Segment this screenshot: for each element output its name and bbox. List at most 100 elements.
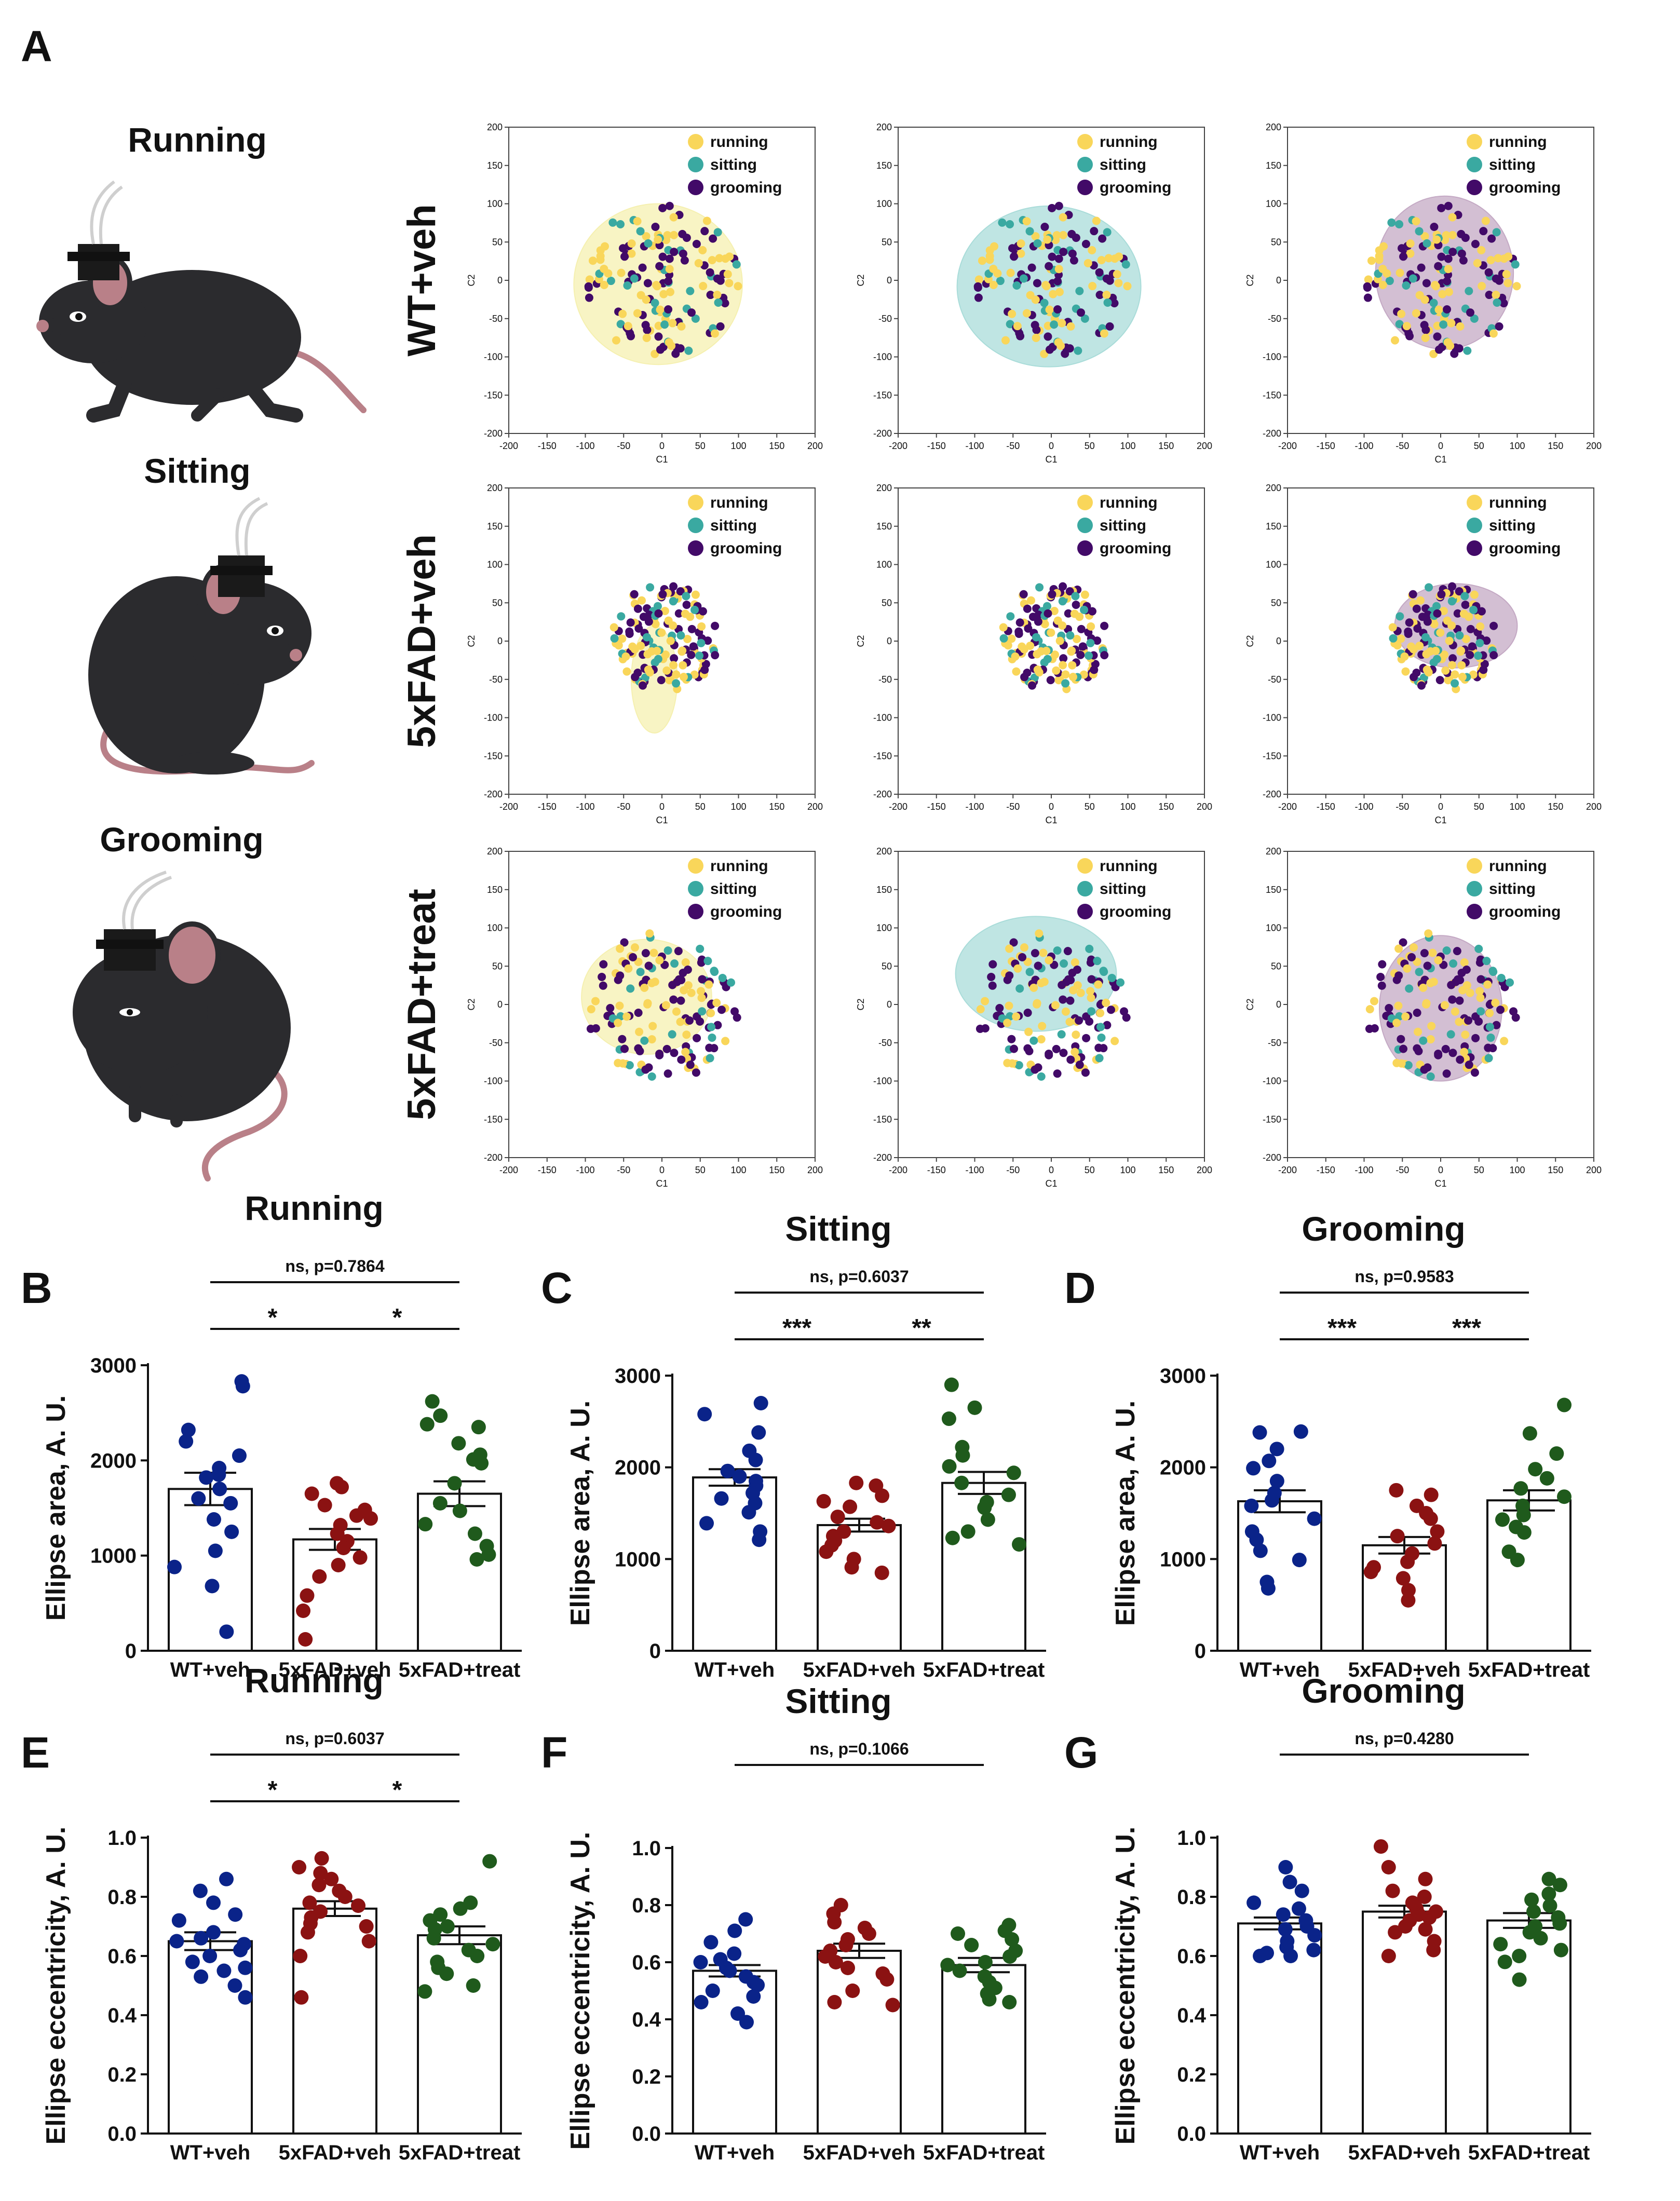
x-tick-label: 150 <box>1548 441 1563 451</box>
chart-title: Sitting <box>785 1682 891 1720</box>
data-point <box>977 1500 992 1515</box>
scatter-point <box>1039 948 1048 957</box>
y-tick-label: 100 <box>1266 923 1281 933</box>
scatter-point <box>1019 274 1028 283</box>
scatter-point <box>1075 287 1084 295</box>
y-tick-label: 50 <box>492 597 503 608</box>
y-tick-label: -100 <box>873 352 892 362</box>
scatter-point <box>1066 1055 1075 1064</box>
scatter-point <box>1012 281 1021 290</box>
scatter-point <box>1088 607 1096 616</box>
behavior-title-grooming: Grooming <box>100 820 263 859</box>
y-tick-label: -150 <box>873 390 892 400</box>
scatter-point <box>999 623 1008 632</box>
significance-label: *** <box>1327 1314 1357 1342</box>
scatter-point <box>1455 587 1464 596</box>
scatter-point <box>1054 676 1063 685</box>
data-point <box>1264 1493 1279 1508</box>
legend-label: sitting <box>1100 880 1146 898</box>
legend-marker <box>1077 904 1093 919</box>
scatter-point <box>1081 1068 1090 1077</box>
x-tick-label: 50 <box>1085 441 1095 451</box>
scatter-point <box>1448 213 1457 222</box>
data-point <box>753 1396 768 1410</box>
x-tick-label: -200 <box>1278 1165 1297 1175</box>
scatter-point <box>645 668 654 677</box>
x-tick-label: -150 <box>1317 441 1335 451</box>
data-point <box>1497 1954 1512 1969</box>
scatter-point <box>987 972 996 981</box>
scatter-point <box>629 953 638 962</box>
y-tick-label: 150 <box>876 521 892 532</box>
data-point <box>1427 1536 1442 1551</box>
scatter-point <box>1432 235 1441 244</box>
data-point <box>1526 1904 1541 1919</box>
scatter-point <box>1058 981 1066 989</box>
data-point <box>1493 1937 1508 1952</box>
scatter-point <box>713 228 722 237</box>
y-tick-label: 3000 <box>90 1354 137 1377</box>
legend-label: grooming <box>1100 903 1171 920</box>
scatter-point <box>1043 235 1052 244</box>
scatter-point <box>715 254 724 263</box>
data-point <box>418 1517 433 1532</box>
scatter-point <box>1053 277 1062 286</box>
scatter-point <box>1437 252 1446 261</box>
scatter-point <box>1072 601 1080 609</box>
data-point <box>1282 1874 1297 1890</box>
scatter-point <box>1033 279 1041 288</box>
scatter-point <box>658 203 667 212</box>
scatter-point <box>1420 321 1429 330</box>
scatter-point <box>1057 1030 1066 1039</box>
legend-label: running <box>1489 494 1547 511</box>
scatter-point <box>618 1059 627 1068</box>
scatter-point <box>1073 965 1081 974</box>
scatter-point <box>723 270 732 279</box>
x-tick-label: -150 <box>538 801 557 812</box>
legend-label: running <box>1100 133 1158 151</box>
scatter-point <box>1054 201 1063 210</box>
scatter-point <box>1392 1018 1401 1027</box>
y-tick-label: -150 <box>873 751 892 761</box>
scatter-point <box>678 646 687 655</box>
x-tick-label: 5xFAD+veh <box>1348 1659 1461 1681</box>
scatter-point <box>1012 667 1021 676</box>
scatter-point <box>671 349 680 358</box>
data-point <box>845 1983 860 1998</box>
x-tick-label: -100 <box>576 1165 594 1175</box>
x-tick-label: 200 <box>807 1165 823 1175</box>
scatter-point <box>1116 978 1125 987</box>
data-point <box>840 1961 855 1975</box>
bar <box>417 1492 502 1652</box>
x-tick-label: 50 <box>695 801 706 812</box>
scatter-point <box>670 1049 679 1057</box>
x-axis-label: C1 <box>1434 454 1446 465</box>
data-point <box>1381 1860 1396 1874</box>
scatter-point <box>1009 938 1018 947</box>
scatter-point <box>612 336 620 345</box>
scatter-point <box>1086 958 1095 967</box>
x-tick-label: -150 <box>538 1165 557 1175</box>
scatter-point <box>1043 655 1052 663</box>
scatter-point <box>633 217 642 226</box>
scatter-point <box>712 998 721 1007</box>
chart-title: Grooming <box>1302 1672 1465 1710</box>
scatter-point <box>1010 1044 1019 1053</box>
scatter-point <box>1448 230 1457 239</box>
scatter-point <box>618 1035 627 1043</box>
scatter-point <box>698 1007 707 1016</box>
data-point <box>1522 1925 1537 1940</box>
row-label-5xfad-treat: 5xFAD+treat <box>400 889 444 1120</box>
y-tick-label: 1.0 <box>107 1827 137 1850</box>
y-tick-label: 100 <box>1266 560 1281 570</box>
y-axis-label: C2 <box>1245 274 1255 286</box>
data-point <box>193 1883 208 1898</box>
scatter-point <box>1061 679 1070 688</box>
scatter-point <box>1058 597 1067 606</box>
scatter-point <box>1019 590 1028 599</box>
scatter-point <box>974 275 983 284</box>
data-point <box>167 1559 182 1574</box>
x-tick-label: 50 <box>1474 801 1484 812</box>
y-tick-label: 0.2 <box>632 2066 661 2088</box>
data-point <box>1249 1532 1264 1547</box>
